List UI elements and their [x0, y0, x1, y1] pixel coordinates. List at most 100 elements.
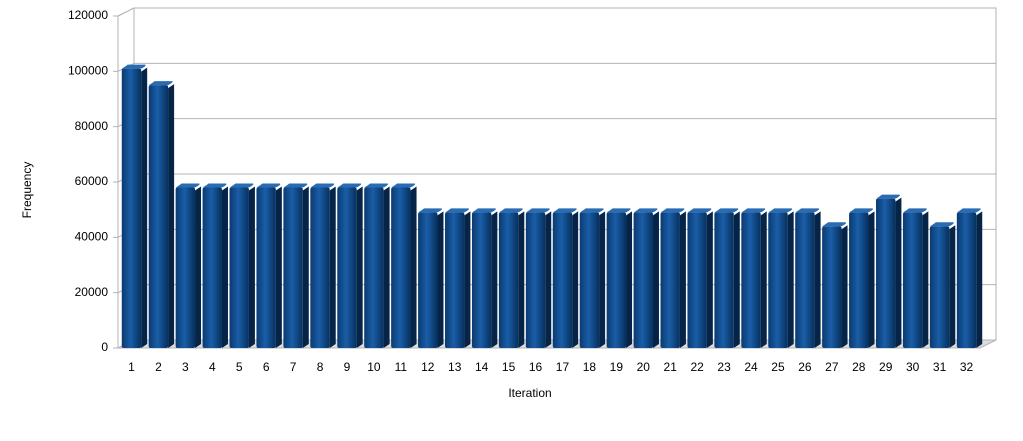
bar [633, 212, 653, 348]
bar-top [579, 208, 604, 213]
x-tick-label: 13 [448, 360, 462, 374]
x-tick-label: 11 [395, 360, 408, 374]
bar-shadow [787, 211, 794, 348]
bar-top [956, 208, 981, 213]
x-tick-label: 7 [290, 360, 297, 374]
x-tick-label: 29 [879, 360, 893, 374]
bar-top [148, 81, 173, 86]
bar-shadow [895, 197, 902, 348]
bar-top [714, 208, 739, 213]
bar-shadow [706, 211, 713, 348]
bar-top [687, 208, 712, 213]
x-tick-label: 9 [344, 360, 351, 374]
y-tick-label: 60000 [75, 174, 109, 188]
x-tick-label: 16 [529, 360, 543, 374]
bar-top [121, 64, 146, 69]
bar-shadow [922, 211, 929, 348]
x-tick-label: 6 [263, 360, 270, 374]
bar-shadow [679, 211, 686, 348]
bar [283, 187, 303, 348]
x-tick-label: 28 [852, 360, 866, 374]
bar [310, 187, 330, 348]
bar [741, 212, 761, 348]
bar-top [175, 183, 200, 188]
bar-shadow [221, 186, 228, 348]
x-tick-label: 2 [155, 360, 162, 374]
bar-shadow [599, 211, 606, 348]
bar-shadow [248, 186, 255, 348]
bar-top [633, 208, 658, 213]
bar-shadow [949, 225, 956, 348]
bar-shadow [329, 186, 336, 348]
bar-shadow [410, 186, 417, 348]
bar-shadow [275, 186, 282, 348]
bar [121, 68, 142, 349]
x-tick-label: 24 [744, 360, 758, 374]
bar-top [795, 208, 820, 213]
bar-top [606, 208, 631, 213]
y-tick-label: 20000 [75, 285, 109, 299]
bar [849, 212, 869, 348]
bar-shadow [652, 211, 659, 348]
bar-top [391, 183, 416, 188]
x-tick-label: 17 [556, 360, 570, 374]
bar [256, 187, 276, 348]
bar-shadow [841, 225, 848, 348]
x-tick-label: 26 [798, 360, 812, 374]
x-tick-label: 3 [182, 360, 189, 374]
y-tick-label: 100000 [68, 64, 108, 78]
bar [687, 212, 707, 348]
x-tick-label: 27 [825, 360, 839, 374]
bar-top [552, 208, 577, 213]
bar [418, 212, 438, 348]
bar-shadow [437, 211, 444, 348]
bar-shadow [302, 186, 309, 348]
x-axis-label: Iteration [508, 386, 551, 400]
bar [498, 212, 519, 348]
bar-shadow [383, 186, 390, 348]
bar-top [202, 183, 227, 188]
x-tick-label: 19 [610, 360, 624, 374]
grid-line [117, 7, 135, 17]
x-tick-label: 25 [771, 360, 785, 374]
x-tick-label: 32 [960, 360, 974, 374]
bar [364, 187, 384, 348]
x-tick-label: 5 [236, 360, 243, 374]
bar-shadow [733, 211, 740, 348]
bar [525, 212, 546, 348]
x-tick-label: 14 [475, 360, 489, 374]
x-tick-label: 30 [906, 360, 920, 374]
bar-shadow [491, 211, 498, 348]
bar-top [929, 222, 954, 227]
bar-top [525, 208, 550, 213]
bar [768, 212, 788, 348]
bar-top [660, 208, 685, 213]
bar [929, 226, 950, 348]
bar [579, 212, 600, 348]
bar [956, 212, 977, 348]
x-tick-label: 10 [367, 360, 381, 374]
bar [902, 212, 923, 348]
bar-shadow [168, 84, 175, 349]
bar-top [471, 208, 496, 213]
bar [175, 187, 196, 348]
bar [795, 212, 815, 348]
y-tick-label: 40000 [75, 230, 109, 244]
bar-shadow [814, 211, 821, 348]
y-tick-label: 0 [101, 340, 108, 354]
y-tick-label: 80000 [75, 119, 109, 133]
x-tick-label: 23 [717, 360, 731, 374]
bar [337, 187, 357, 348]
bar [660, 212, 680, 348]
bar-shadow [141, 67, 148, 349]
bar-shadow [464, 211, 471, 348]
x-tick-label: 21 [664, 360, 678, 374]
y-axis-label: Frequency [20, 162, 34, 219]
bar-shadow [545, 211, 552, 348]
x-tick-label: 20 [637, 360, 651, 374]
bar-top [902, 208, 927, 213]
x-tick-label: 8 [317, 360, 324, 374]
bar-shadow [572, 211, 579, 348]
bar-top [283, 183, 308, 188]
